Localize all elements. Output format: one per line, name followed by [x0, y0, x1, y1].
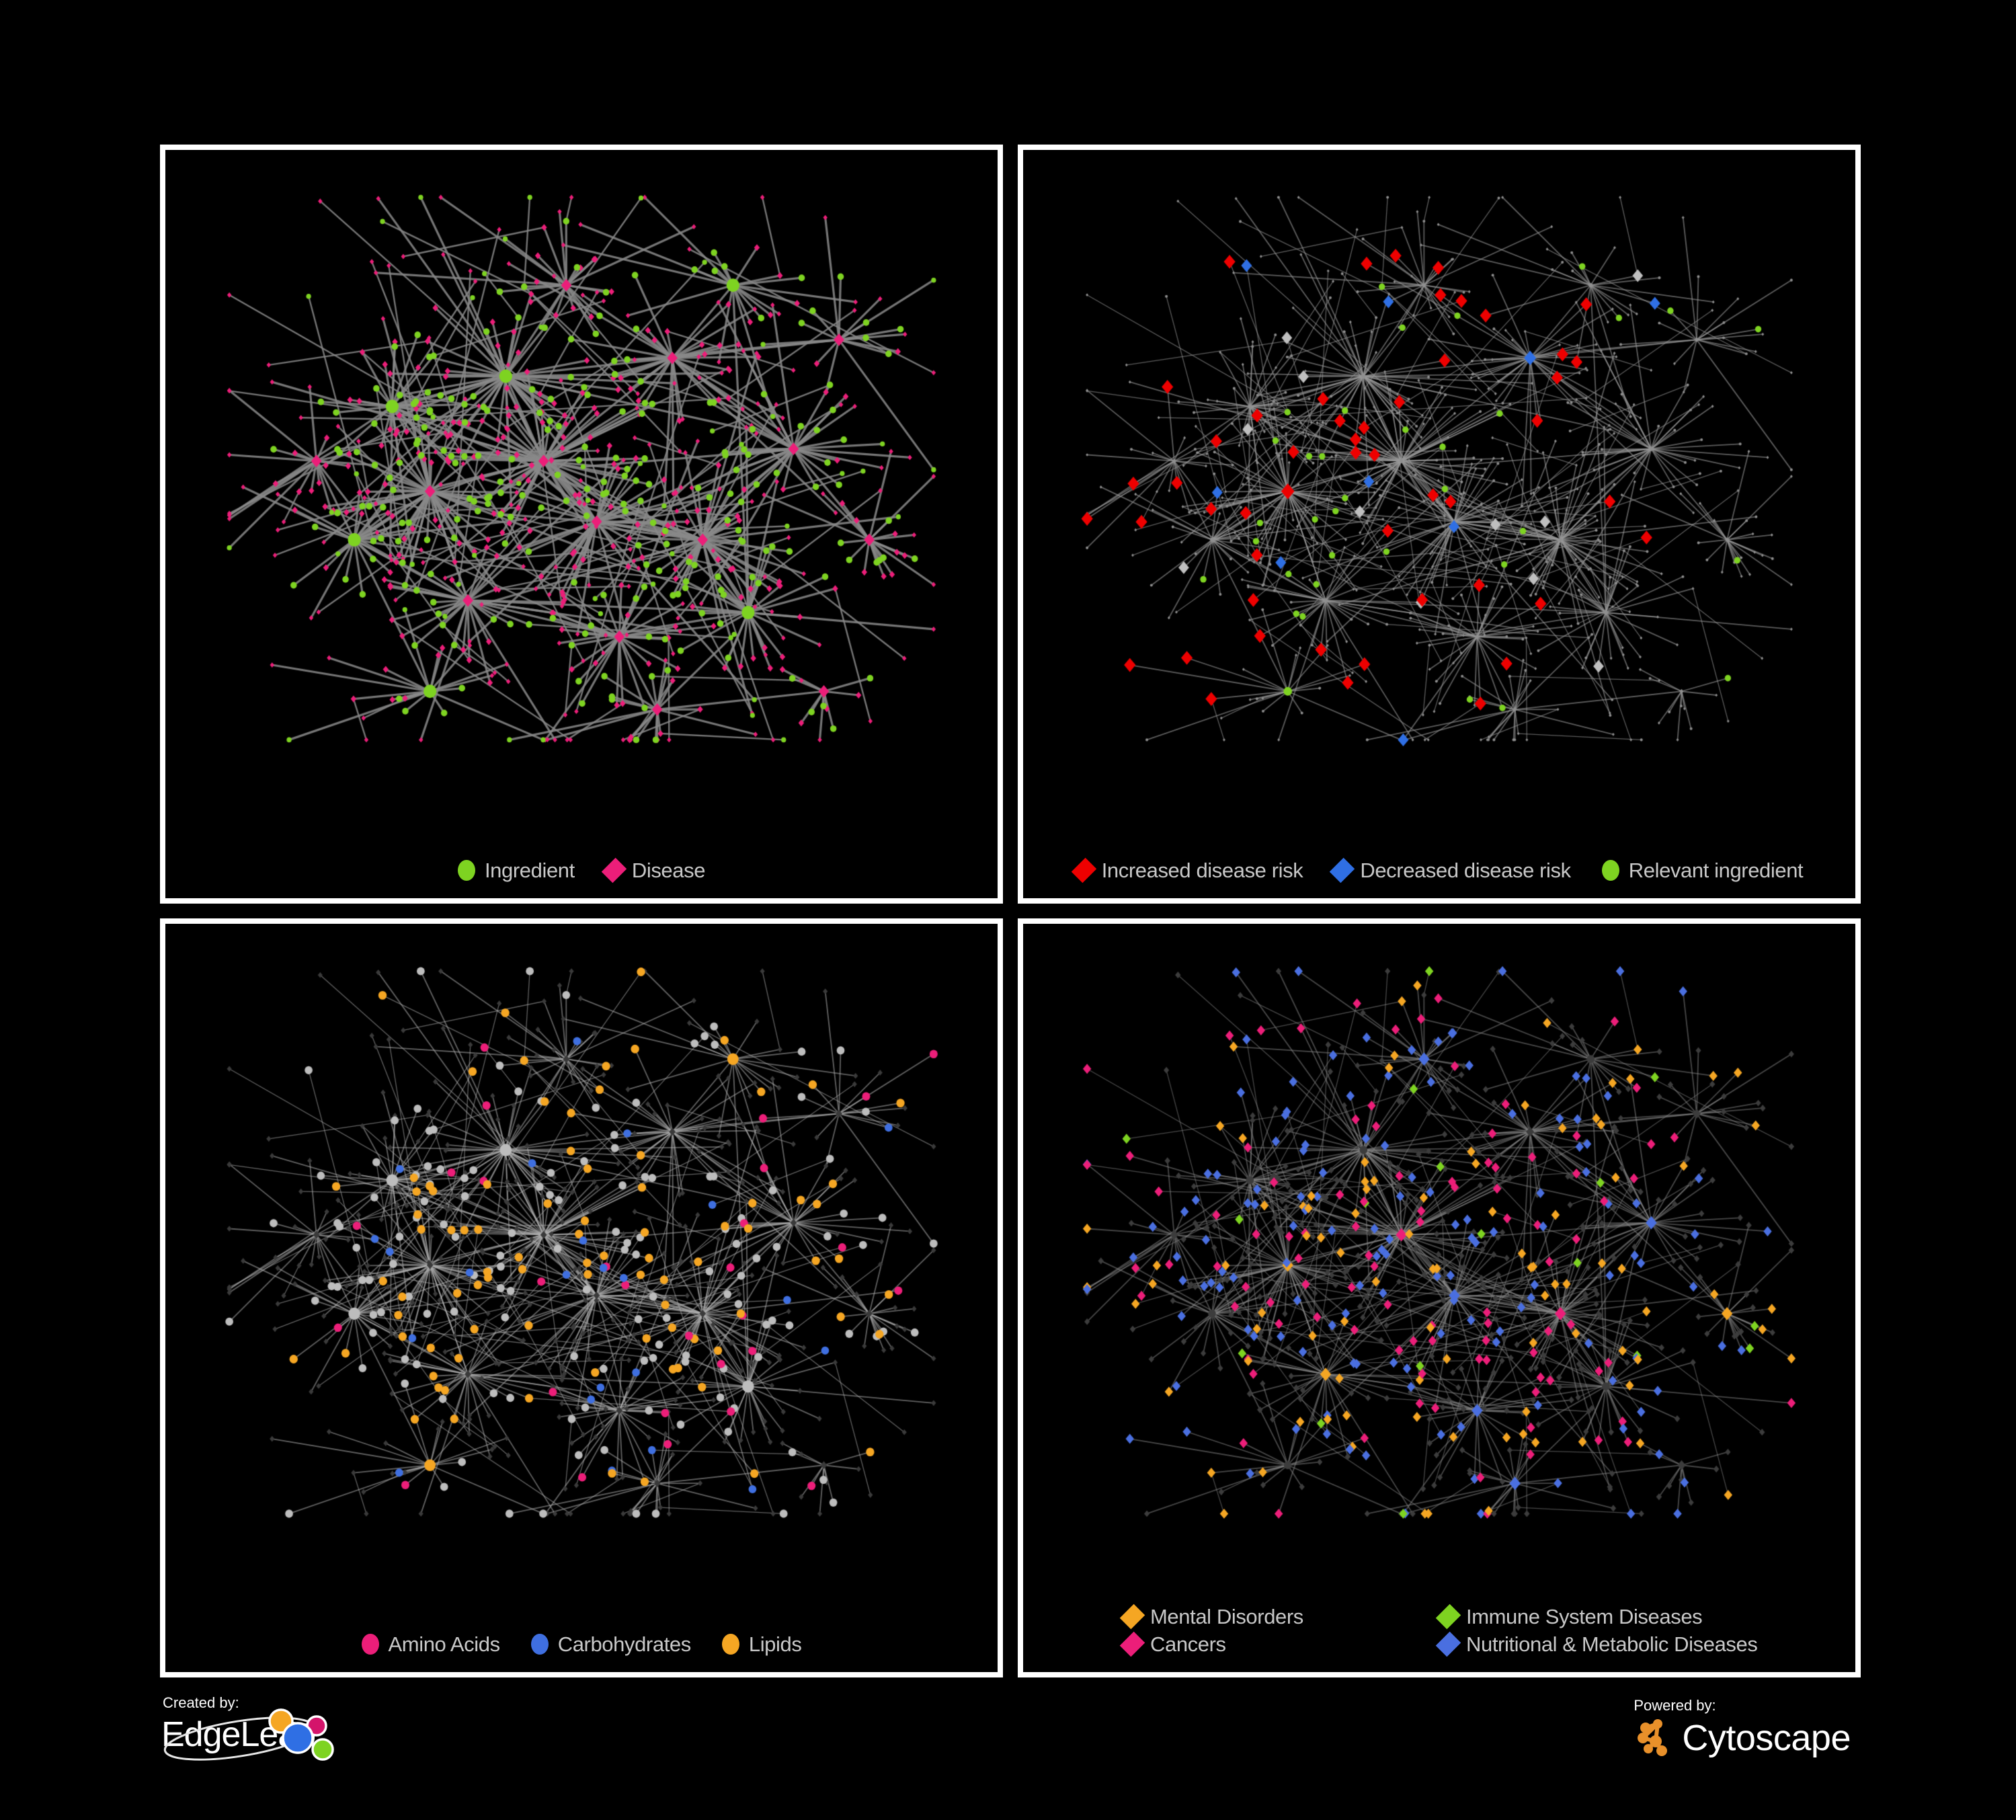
- network-canvas-3[interactable]: [165, 924, 998, 1672]
- powered-by-kicker: Powered by:: [1634, 1697, 1716, 1714]
- cytoscape-graph-icon: [1638, 1719, 1668, 1756]
- cytoscape-wordmark: Cytoscape: [1682, 1718, 1851, 1758]
- panel-ingredient-classes[interactable]: Amino Acids Carbohydrates Lipids: [160, 918, 1003, 1677]
- network-canvas-2[interactable]: [1023, 150, 1855, 898]
- footer-branding: Created by: EdgeLeap Powered by:: [160, 1694, 1856, 1795]
- panel-ingredient-disease[interactable]: Ingredient Disease: [160, 145, 1003, 904]
- created-by-edgeleap[interactable]: Created by: EdgeLeap: [160, 1694, 362, 1765]
- edgeleap-logo[interactable]: Created by: EdgeLeap: [160, 1694, 362, 1765]
- panel-disease-risk[interactable]: Increased disease risk Decreased disease…: [1018, 145, 1861, 904]
- panel-grid: Ingredient Disease Increased disease ris…: [160, 145, 1861, 1677]
- network-canvas-1[interactable]: [165, 150, 998, 898]
- network-canvas-4[interactable]: [1023, 924, 1855, 1672]
- created-by-kicker: Created by:: [163, 1694, 239, 1711]
- edgeleap-graph-icon: [163, 1708, 334, 1761]
- panel-disease-classes[interactable]: Mental Disorders Immune System Diseases …: [1018, 918, 1861, 1677]
- powered-by-cytoscape[interactable]: Powered by:: [1634, 1698, 1851, 1759]
